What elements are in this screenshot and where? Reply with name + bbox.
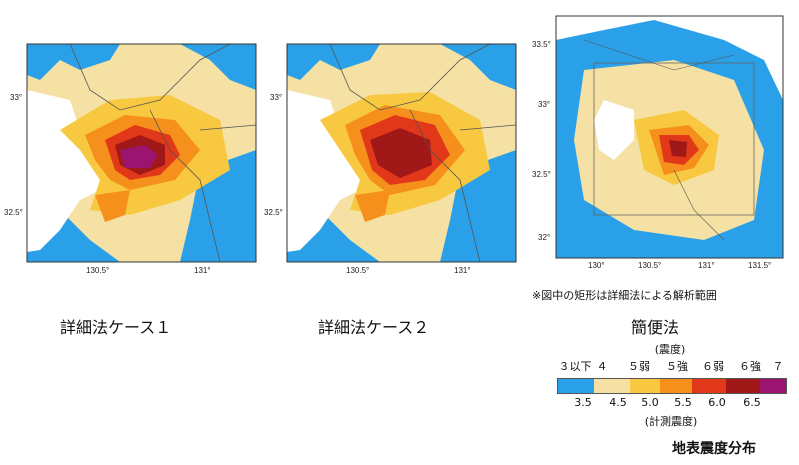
legend-color-swatch <box>594 379 630 393</box>
lat-tick-1: 33.5° <box>532 40 551 49</box>
legend-class-labels: ３以下 ４ ５弱 ５強 ６弱 ６強 ７ <box>557 358 797 373</box>
legend-title: (震度) <box>654 343 686 356</box>
analysis-range-note: ※図中の矩形は詳細法による解析範囲 <box>532 289 717 302</box>
lon-tick-1: 130° <box>588 261 605 270</box>
lon-tick-2: 131° <box>194 266 211 275</box>
map-caption-case1: 詳細法ケース１ <box>60 318 172 337</box>
scale-value: 6.5 <box>743 396 761 409</box>
legend-class-label: ３以下 <box>558 360 592 373</box>
legend-color-swatch <box>660 379 692 393</box>
lon-tick-3: 131° <box>698 261 715 270</box>
lat-tick-1: 33° <box>10 93 23 102</box>
legend-scale-values: 3.5 4.5 5.0 5.5 6.0 6.5 <box>557 396 797 410</box>
lat-tick-1: 33° <box>270 93 283 102</box>
legend-class-label: ５弱 <box>628 360 650 373</box>
lat-tick-4: 32° <box>538 233 551 242</box>
intensity-color-scale <box>557 378 787 394</box>
intensity-map-case1 <box>26 43 257 263</box>
map-panel-case1: 33° 32.5° 130.5° 131° <box>0 0 270 300</box>
map-caption-simple: 簡便法 <box>631 318 680 337</box>
legend-color-swatch <box>726 379 760 393</box>
map-panel-simple: 33.5° 33° 32.5° 32° 130° 130.5° 131° 131… <box>524 0 799 290</box>
legend-color-swatch <box>630 379 660 393</box>
lat-tick-3: 32.5° <box>532 170 551 179</box>
lon-tick-2: 130.5° <box>638 261 662 270</box>
lon-tick-1: 130.5° <box>346 266 370 275</box>
scale-value: 5.0 <box>641 396 659 409</box>
scale-value: 5.5 <box>674 396 692 409</box>
legend-class-label: ６弱 <box>702 360 724 373</box>
lon-tick-2: 131° <box>454 266 471 275</box>
intensity-map-case2 <box>286 43 517 263</box>
lat-tick-2: 33° <box>538 100 551 109</box>
legend-class-label: ５強 <box>666 360 688 373</box>
legend-class-label: ４ <box>596 360 608 373</box>
lat-tick-2: 32.5° <box>264 208 283 217</box>
legend-color-swatch <box>558 379 594 393</box>
legend-class-label: ６強 <box>739 360 761 373</box>
map-panel-case2: 33° 32.5° 130.5° 131° <box>260 0 530 300</box>
scale-value: 4.5 <box>609 396 627 409</box>
map-caption-case2: 詳細法ケース２ <box>318 318 430 337</box>
legend-class-label: ７ <box>772 360 784 373</box>
figure-title: 地表震度分布 <box>672 441 756 457</box>
intensity-map-simple <box>555 15 784 259</box>
legend-scale-title: (計測震度) <box>644 415 698 428</box>
legend-color-swatch <box>692 379 726 393</box>
lat-tick-2: 32.5° <box>4 208 23 217</box>
legend-color-swatch <box>760 379 786 393</box>
lon-tick-1: 130.5° <box>86 266 110 275</box>
lon-tick-4: 131.5° <box>748 261 772 270</box>
scale-value: 6.0 <box>708 396 726 409</box>
scale-value: 3.5 <box>574 396 592 409</box>
